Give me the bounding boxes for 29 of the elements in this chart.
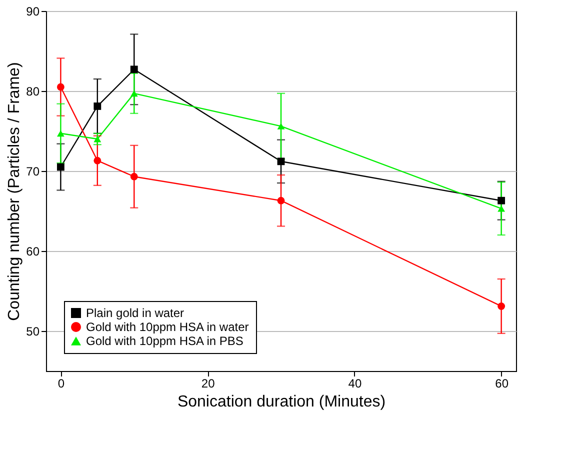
point [130,90,138,97]
x-tick-label: 20 [201,376,216,390]
point [498,205,506,212]
point [498,302,506,310]
point [56,163,64,171]
legend-label: Gold with 10ppm HSA in PBS [86,334,244,348]
point [130,66,138,74]
legend-label: Plain gold in water [86,306,184,320]
legend-label: Gold with 10ppm HSA in water [86,320,249,334]
y-tick-label: 90 [26,4,40,18]
x-tick-label: 60 [495,376,509,390]
point [498,196,506,204]
point [94,102,102,110]
x-tick-label: 0 [58,376,65,390]
y-tick-label: 70 [26,164,40,178]
point [56,83,64,91]
y-tick-label: 60 [26,244,40,258]
point [277,158,285,166]
point [277,196,285,204]
point [277,122,285,130]
point [94,156,102,164]
point [130,172,138,180]
point [56,130,64,137]
y-tick-label: 50 [26,324,40,338]
x-tick-label: 40 [348,376,362,390]
x-axis-title: Sonication duration (Minutes) [177,394,386,410]
point [94,136,102,142]
y-axis-title: Counting number (Particles / Frame) [6,62,24,321]
y-tick-label: 80 [26,84,40,98]
